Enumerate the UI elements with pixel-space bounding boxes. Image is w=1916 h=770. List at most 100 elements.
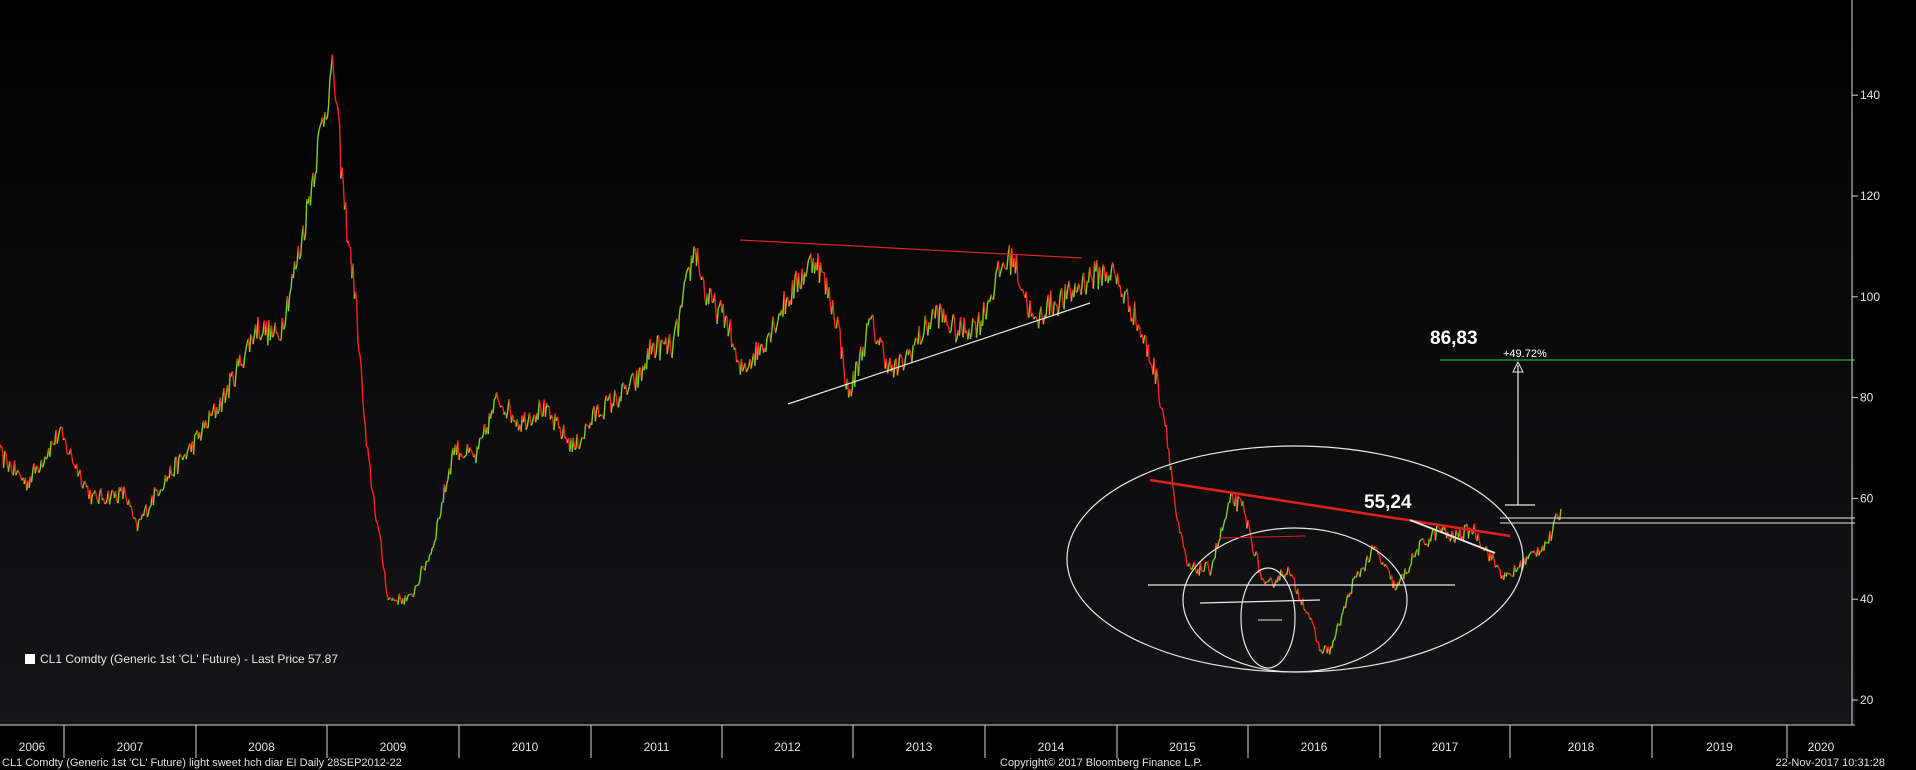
price-segment-down xyxy=(1387,568,1390,572)
price-segment-up xyxy=(970,318,974,333)
price-segment-down xyxy=(1498,568,1501,571)
price-segment-up xyxy=(985,304,989,320)
price-segment-down xyxy=(952,313,956,318)
price-segment-down xyxy=(1201,570,1204,573)
price-segment-up xyxy=(328,78,331,104)
price-segment-down xyxy=(231,371,235,385)
price-segment-up xyxy=(1042,314,1046,325)
price-segment-down xyxy=(714,292,717,313)
price-segment-up xyxy=(630,374,633,380)
price-segment-up xyxy=(681,295,684,308)
price-segment-down xyxy=(331,54,335,74)
price-segment-down xyxy=(1119,285,1123,297)
price-segment-down xyxy=(1513,564,1517,573)
price-segment-down xyxy=(1163,417,1166,427)
price-segment-up xyxy=(1364,561,1367,572)
footer-timestamp: 22-Nov-2017 10:31:28 xyxy=(1776,757,1885,769)
price-segment-up xyxy=(43,456,46,465)
price-segment-up xyxy=(603,401,606,420)
price-segment-down xyxy=(1310,618,1314,623)
price-segment-down xyxy=(1126,288,1130,313)
price-segment-up xyxy=(416,584,418,587)
price-segment-down xyxy=(360,372,364,400)
price-segment-up xyxy=(41,464,45,468)
price-segment-up xyxy=(1462,524,1466,541)
price-segment-down xyxy=(1337,622,1340,626)
price-segment-up xyxy=(259,336,263,341)
price-segment-up xyxy=(38,469,41,473)
price-segment-up xyxy=(531,417,534,426)
y-tick-label: 60 xyxy=(1860,491,1874,505)
price-segment-down xyxy=(347,241,351,248)
price-segment-up xyxy=(284,314,287,327)
price-segment-down xyxy=(334,93,337,103)
legend: CL1 Comdty (Generic 1st 'CL' Future) - L… xyxy=(25,652,338,666)
price-segment-up xyxy=(896,367,900,376)
price-segment-up xyxy=(192,434,196,455)
price-segment-up xyxy=(289,288,292,295)
price-segment-up xyxy=(300,238,303,256)
price-segment-up xyxy=(537,399,540,420)
price-segment-down xyxy=(972,317,975,322)
price-segment-down xyxy=(179,453,183,458)
price-segment-down xyxy=(382,567,386,573)
arrow-head xyxy=(1512,360,1524,373)
price-segment-up xyxy=(723,316,727,328)
price-segment-down xyxy=(371,490,375,496)
price-segment-up xyxy=(1471,532,1474,535)
price-segment-down xyxy=(586,424,589,427)
price-segment-up xyxy=(244,349,247,358)
price-segment-down xyxy=(1193,561,1197,571)
price-segment-down xyxy=(1147,344,1151,362)
price-segment-up xyxy=(1335,627,1338,636)
price-segment-up xyxy=(1551,523,1555,533)
price-segment-up xyxy=(30,470,34,483)
x-tick-label: 2007 xyxy=(117,740,144,754)
price-segment-up xyxy=(598,414,601,418)
price-segment-up xyxy=(950,322,953,332)
price-segment-down xyxy=(114,491,118,501)
price-segment-down xyxy=(1478,539,1482,548)
price-segment-down xyxy=(358,351,362,358)
price-segment-up xyxy=(1264,581,1267,585)
x-tick-label: 2020 xyxy=(1808,740,1835,754)
price-segment-up xyxy=(15,471,18,476)
price-segment-up xyxy=(405,596,409,602)
x-tick-label: 2010 xyxy=(512,740,539,754)
price-segment-up xyxy=(1209,569,1213,576)
price-segment-down xyxy=(1247,520,1250,527)
price-segment-down xyxy=(1404,568,1407,575)
price-segment-down xyxy=(632,372,635,382)
price-segment-down xyxy=(1148,361,1152,365)
price-segment-up xyxy=(610,402,614,413)
price-segment-up xyxy=(994,273,997,289)
price-segment-up xyxy=(692,246,695,264)
price-segment-down xyxy=(1308,614,1311,620)
price-segment-down xyxy=(1297,588,1300,600)
price-segment-down xyxy=(50,440,53,443)
price-segment-down xyxy=(1068,280,1071,291)
price-segment-up xyxy=(1058,292,1062,306)
price-segment-down xyxy=(1025,291,1029,316)
price-segment-down xyxy=(1357,570,1360,574)
price-segment-down xyxy=(18,473,22,478)
price-segment-up xyxy=(1331,640,1334,649)
price-segment-up xyxy=(857,357,861,376)
price-segment-up xyxy=(1434,526,1438,541)
price-segment-down xyxy=(278,339,281,342)
price-segment-up xyxy=(867,318,870,326)
price-segment-down xyxy=(336,104,340,114)
price-segment-down xyxy=(497,398,500,403)
price-segment-down xyxy=(5,453,8,466)
price-segment-down xyxy=(997,260,1001,278)
resistance-trendline-2012 xyxy=(739,239,1083,259)
price-segment-up xyxy=(1109,267,1113,281)
price-segment-up xyxy=(711,301,714,304)
price-segment-down xyxy=(1113,271,1116,276)
price-segment-down xyxy=(367,447,370,460)
price-segment-down xyxy=(356,301,359,343)
price-segment-up xyxy=(419,567,422,580)
price-segment-down xyxy=(408,593,411,596)
price-segment-up xyxy=(1420,538,1423,541)
